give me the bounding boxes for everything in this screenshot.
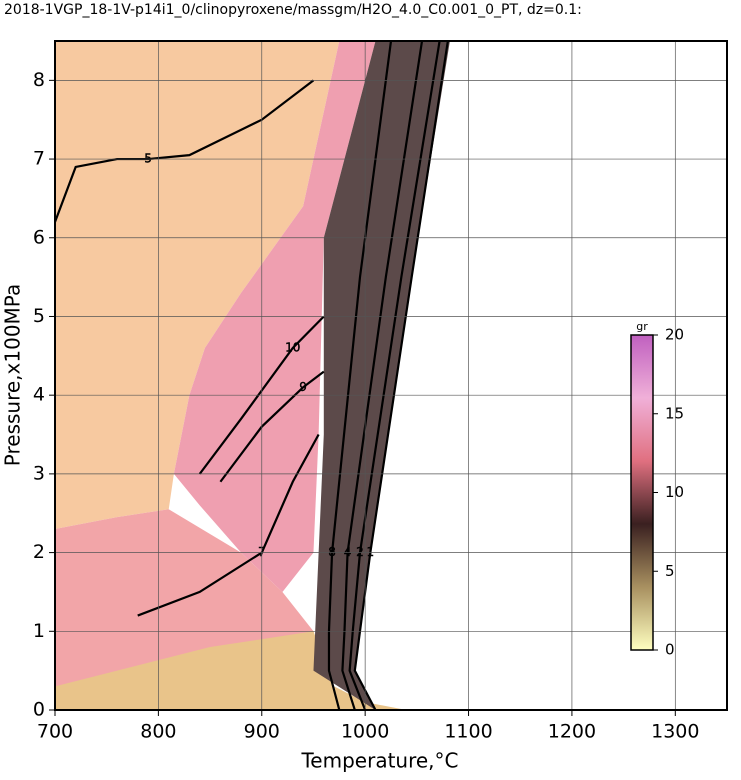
y-tick-label: 8 bbox=[33, 69, 45, 91]
y-tick-label: 6 bbox=[33, 226, 45, 248]
contour-label: 2 bbox=[356, 545, 364, 559]
y-tick-label: 0 bbox=[33, 699, 45, 721]
contour-label: 1 bbox=[367, 545, 375, 559]
colorbar-tick-label: 10 bbox=[665, 483, 684, 501]
colorbar bbox=[630, 334, 654, 651]
colorbar-tick-label: 5 bbox=[665, 562, 675, 580]
contour-line bbox=[198, 315, 325, 475]
y-tick-label: 4 bbox=[33, 384, 45, 406]
x-tick-label: 1100 bbox=[444, 721, 492, 743]
x-tick-label: 800 bbox=[140, 721, 176, 743]
y-tick-label: 1 bbox=[33, 620, 45, 642]
contour-label: 10 bbox=[285, 340, 300, 354]
contour-label: 8 bbox=[328, 545, 336, 559]
plot-frame bbox=[54, 40, 728, 711]
x-tick-label: 1000 bbox=[341, 721, 389, 743]
x-tick-label: 1300 bbox=[651, 721, 699, 743]
x-axis-title: Temperature,°C bbox=[300, 749, 458, 773]
region bbox=[313, 41, 450, 710]
x-tick-label: 1200 bbox=[548, 721, 596, 743]
x-tick-label: 900 bbox=[244, 721, 280, 743]
chart-title: 2018-1VGP_18-1V-p14i1_0/clinopyroxene/ma… bbox=[4, 2, 582, 18]
colorbar-tick-label: 15 bbox=[665, 404, 684, 422]
y-axis-title: Pressure,x100MPa bbox=[1, 284, 25, 466]
region bbox=[55, 41, 340, 529]
y-tick-label: 2 bbox=[33, 541, 45, 563]
y-tick-label: 3 bbox=[33, 462, 45, 484]
contour-line bbox=[219, 370, 325, 483]
colorbar-label: gr bbox=[636, 320, 648, 333]
y-tick-label: 7 bbox=[33, 148, 45, 170]
y-tick-label: 5 bbox=[33, 305, 45, 327]
contour-label: 5 bbox=[144, 152, 152, 166]
x-tick-label: 700 bbox=[37, 721, 73, 743]
colorbar-tick-label: 0 bbox=[665, 641, 675, 659]
contour-label: 4 bbox=[344, 545, 352, 559]
contour-label: 9 bbox=[299, 380, 307, 394]
colorbar-tick-label: 20 bbox=[665, 326, 684, 344]
